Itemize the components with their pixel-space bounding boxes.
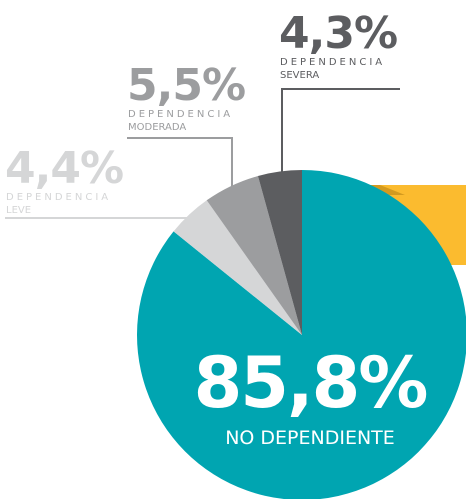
leader-line [127,137,233,187]
value-label: 4,3% [279,8,397,59]
pie-slice [257,170,302,335]
category-prefix: DEPENDENCIA [280,57,385,68]
pie-slice [206,175,302,335]
pie [137,170,466,499]
value-label: 4,4% [5,143,123,194]
leader-line [281,88,400,176]
category-prefix: DEPENDENCIA [128,109,233,120]
labels: 85,8%NO DEPENDIENTE4,4%DEPENDENCIALEVE5,… [5,8,428,449]
category-prefix: DEPENDENCIA [6,192,111,203]
category-label: MODERADA [128,122,186,133]
category-label: NO DEPENDIENTE [225,427,395,449]
value-label: 85,8% [194,342,427,424]
leader-line [5,217,198,232]
pie-slice [173,200,302,335]
pie-slice [137,170,466,499]
value-label: 5,5% [127,60,245,111]
category-label: SEVERA [280,70,319,81]
category-label: LEVE [6,205,31,216]
